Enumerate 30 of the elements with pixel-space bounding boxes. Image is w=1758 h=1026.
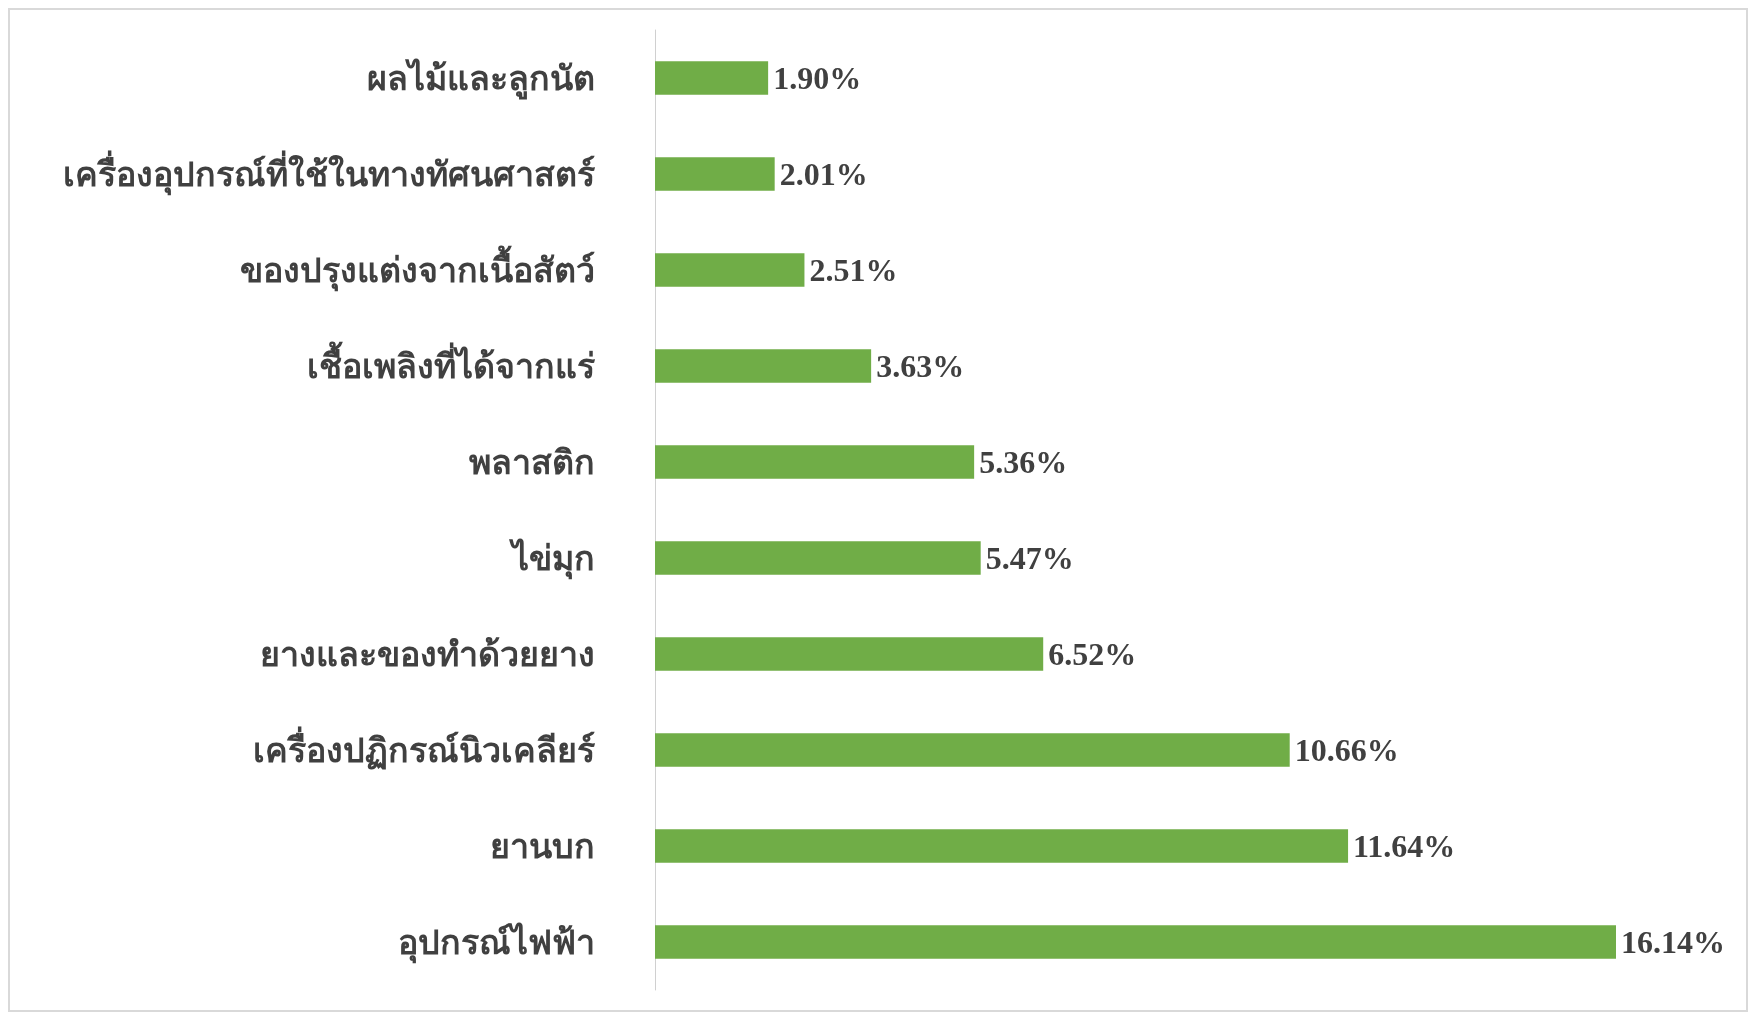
bar: [655, 829, 1349, 863]
y-tick-label: อุปกรณ์ไฟฟ้า: [398, 921, 595, 964]
y-tick-label: เชื้อเพลิงที่ได้จากแร่: [307, 340, 596, 385]
y-tick-label: ของปรุงแต่งจากเนื้อสัตว์: [240, 244, 595, 292]
bar: [655, 445, 975, 479]
data-label: 5.47%: [985, 540, 1074, 576]
y-tick-label: ไข่มุก: [509, 537, 595, 580]
bar: [655, 925, 1616, 959]
data-label: 2.51%: [809, 252, 898, 288]
bar: [655, 157, 775, 191]
bar: [655, 733, 1290, 767]
y-tick-label: ผลไม้และลูกนัต: [367, 57, 595, 100]
data-label: 2.01%: [779, 156, 868, 192]
bar: [655, 541, 981, 575]
data-label: 11.64%: [1353, 828, 1456, 864]
bar: [655, 253, 805, 287]
y-tick-label: พลาสติก: [469, 443, 595, 481]
data-label: 3.63%: [876, 348, 965, 384]
data-label: 10.66%: [1294, 732, 1399, 768]
bar: [655, 61, 769, 95]
bar: [655, 637, 1044, 671]
data-label: 1.90%: [773, 60, 862, 96]
data-label: 5.36%: [979, 444, 1068, 480]
data-label: 16.14%: [1621, 924, 1725, 960]
bar: [655, 349, 872, 383]
y-tick-label: เครื่องปฏิกรณ์นิวเคลียร์: [253, 725, 596, 770]
data-label: 6.52%: [1048, 636, 1137, 672]
y-tick-label: ยางและของทำด้วยยาง: [260, 635, 595, 673]
y-tick-label: ยานบก: [490, 827, 595, 865]
y-tick-label: เครื่องอุปกรณ์ที่ใช้ในทางทัศนศาสตร์: [63, 149, 596, 196]
